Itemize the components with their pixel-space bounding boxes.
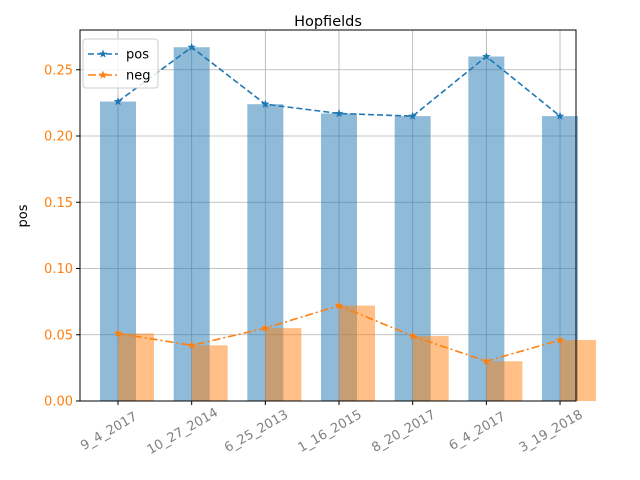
legend-marker-pos <box>98 49 108 58</box>
x-tick-label: 9_4_2017 <box>78 409 140 453</box>
marker-pos <box>334 108 344 118</box>
marker-pos <box>261 99 270 108</box>
marker-neg <box>261 323 270 332</box>
y-tick-label: 0.00 <box>44 395 73 410</box>
marker-neg <box>334 301 344 310</box>
chart-title: Hopfields <box>294 14 362 30</box>
marker-neg <box>187 340 196 349</box>
marker-neg <box>482 356 491 365</box>
y-tick-label: 0.20 <box>44 130 73 145</box>
series-lines <box>113 42 565 365</box>
bar-neg <box>265 328 302 401</box>
marker-neg <box>555 335 565 344</box>
bar-neg <box>191 345 228 401</box>
marker-pos <box>113 97 123 106</box>
x-tick-label: 8_20_2017 <box>369 407 438 455</box>
y-tick-label: 0.05 <box>44 328 73 343</box>
bars <box>100 47 597 402</box>
y-axis-label: pos <box>16 204 31 227</box>
bar-pos <box>468 56 505 401</box>
marker-neg <box>113 328 123 338</box>
marker-pos <box>408 111 417 120</box>
marker-pos <box>555 111 565 120</box>
legend-label-pos: pos <box>126 48 149 63</box>
marker-neg <box>408 331 417 340</box>
x-tick-label: 6_25_2013 <box>222 407 291 455</box>
legend: pos neg <box>82 38 159 89</box>
y-tick-label: 0.10 <box>44 262 73 277</box>
legend-label-neg: neg <box>126 69 151 84</box>
y-axis: 0.00 0.05 0.10 0.15 0.20 0.25 <box>44 63 80 410</box>
bar-neg <box>339 305 376 401</box>
legend-marker-neg <box>98 70 108 79</box>
plot-frame <box>79 29 577 402</box>
marker-pos <box>187 42 196 51</box>
bar-neg <box>486 361 523 401</box>
x-axis: 9_4_2017 10_27_2014 6_25_2013 1_16_2015 8_20… <box>78 401 586 458</box>
bar-neg <box>560 340 597 401</box>
marker-pos <box>482 52 491 61</box>
bar-neg <box>118 333 154 401</box>
x-tick-label: 10_27_2014 <box>145 405 221 458</box>
y-tick-label: 0.25 <box>44 63 73 78</box>
x-tick-label: 1_16_2015 <box>296 407 365 455</box>
y-tick-label: 0.15 <box>44 196 73 211</box>
x-tick-label: 6_4_2017 <box>447 409 509 453</box>
x-tick-label: 3_19_2018 <box>517 407 586 455</box>
